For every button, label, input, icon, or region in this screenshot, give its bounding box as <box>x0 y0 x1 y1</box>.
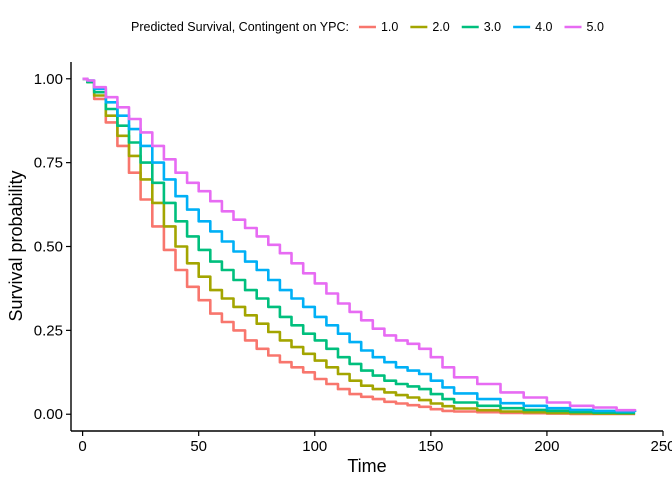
x-tick-label: 50 <box>190 438 207 455</box>
series-line-3-0 <box>82 77 636 415</box>
legend-label-4-0: 4.0 <box>535 20 552 34</box>
y-axis-title: Survival probability <box>6 170 26 321</box>
series-line-4-0 <box>82 77 637 413</box>
x-tick-label: 0 <box>78 438 86 455</box>
y-tick-label: 0.75 <box>34 155 63 172</box>
x-tick-label: 200 <box>534 438 559 455</box>
legend-items: 1.0 2.0 3.0 4.0 5.0 <box>358 20 604 34</box>
series-line-5-0 <box>82 77 637 412</box>
legend-label-3-0: 3.0 <box>484 20 501 34</box>
y-tick-label: 0.00 <box>34 406 63 423</box>
plot-area: 0 50 100 150 200 250 0.00 0.25 0.50 0.75 1.00 <box>34 62 672 455</box>
legend-title: Predicted Survival, Contingent on YPC: <box>131 20 349 34</box>
legend-label-5-0: 5.0 <box>587 20 604 34</box>
y-tick-label: 0.50 <box>34 239 63 256</box>
legend: Predicted Survival, Contingent on YPC: 1… <box>131 20 604 34</box>
x-axis-ticks: 0 50 100 150 200 250 <box>78 431 672 455</box>
legend-label-1-0: 1.0 <box>381 20 398 34</box>
y-tick-label: 0.25 <box>34 322 63 339</box>
x-tick-label: 250 <box>650 438 672 455</box>
x-axis-title: Time <box>347 456 386 476</box>
series-group <box>82 77 637 416</box>
y-tick-label: 1.00 <box>34 71 63 88</box>
series-line-2-0 <box>82 77 636 415</box>
x-tick-label: 150 <box>418 438 443 455</box>
y-axis-ticks: 0.00 0.25 0.50 0.75 1.00 <box>34 71 71 423</box>
legend-label-2-0: 2.0 <box>432 20 449 34</box>
x-tick-label: 100 <box>302 438 327 455</box>
